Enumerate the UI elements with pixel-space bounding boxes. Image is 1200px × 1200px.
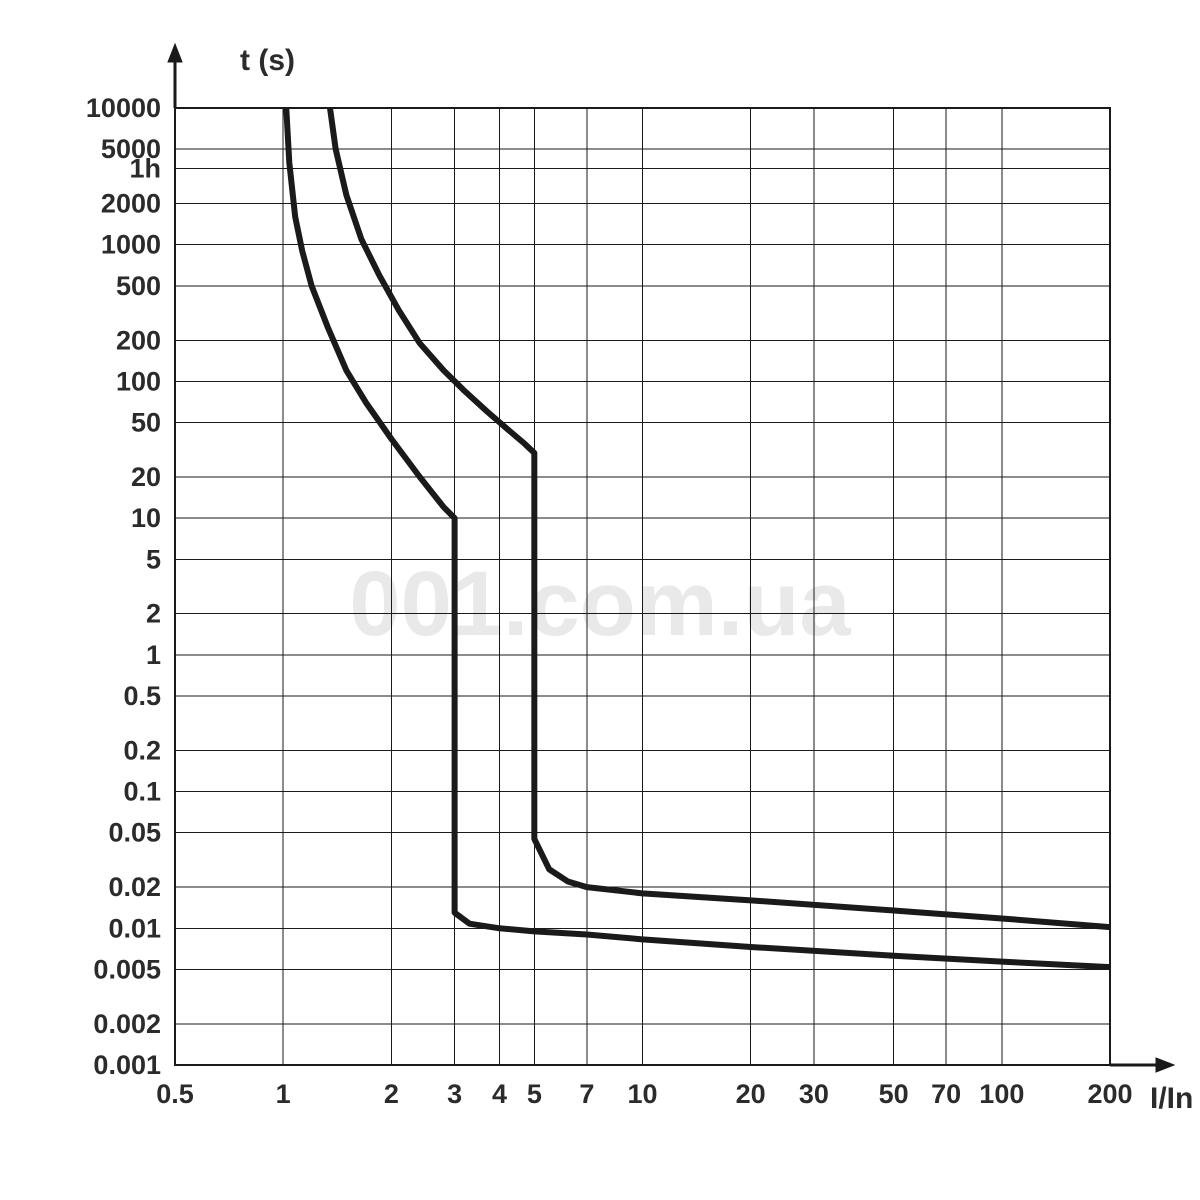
x-tick-label: 20 [736, 1079, 766, 1109]
y-tick-label: 2 [146, 599, 161, 629]
x-tick-label: 5 [527, 1079, 542, 1109]
y-tick-label: 20 [131, 462, 161, 492]
y-tick-label: 10 [131, 503, 161, 533]
y-tick-label: 10000 [86, 93, 161, 123]
y-tick-label: 0.5 [123, 681, 161, 711]
y-tick-label: 2000 [101, 189, 161, 219]
x-tick-label: 1 [276, 1079, 291, 1109]
x-tick-label: 3 [447, 1079, 462, 1109]
chart-svg: 001.com.ua1000050001h2000100050020010050… [0, 0, 1200, 1200]
y-tick-label: 0.02 [108, 872, 161, 902]
y-tick-label: 500 [116, 271, 161, 301]
y-tick-label: 0.2 [123, 735, 161, 765]
trip-curve-lower [286, 108, 1110, 967]
x-tick-label: 10 [627, 1079, 657, 1109]
x-tick-label: 30 [799, 1079, 829, 1109]
y-tick-label: 0.001 [93, 1050, 161, 1080]
x-tick-label: 2 [384, 1079, 399, 1109]
y-tick-label: 50 [131, 408, 161, 438]
watermark-text: 001.com.ua [349, 553, 851, 655]
y-tick-label: 0.002 [93, 1009, 161, 1039]
y-tick-label: 0.005 [93, 954, 161, 984]
grid [175, 108, 1110, 1065]
y-tick-label: 0.1 [123, 777, 161, 807]
y-tick-label: 1 [146, 640, 161, 670]
x-tick-label: 50 [879, 1079, 909, 1109]
y-tick-label: 100 [116, 366, 161, 396]
x-tick-label: 70 [931, 1079, 961, 1109]
curves [286, 108, 1110, 967]
y-tick-label: 0.05 [108, 818, 161, 848]
x-tick-label: 200 [1087, 1079, 1132, 1109]
trip-curve-upper [330, 108, 1110, 927]
y-axis-label: t (s) [240, 44, 295, 77]
y-axis-arrow-head [168, 44, 182, 62]
y-tick-label: 5 [146, 544, 161, 574]
x-tick-label: 100 [979, 1079, 1024, 1109]
x-tick-label: 7 [579, 1079, 594, 1109]
y-tick-label: 0.01 [108, 913, 161, 943]
y-tick-label: 200 [116, 325, 161, 355]
x-tick-label: 4 [492, 1079, 507, 1109]
x-axis-label: I/In [1150, 1082, 1193, 1115]
x-tick-label: 0.5 [156, 1079, 194, 1109]
x-axis-arrow-head [1156, 1058, 1174, 1072]
trip-curve-chart: 001.com.ua1000050001h2000100050020010050… [0, 0, 1200, 1200]
y-tick-label: 1000 [101, 230, 161, 260]
y-tick-label: 1h [129, 154, 161, 184]
